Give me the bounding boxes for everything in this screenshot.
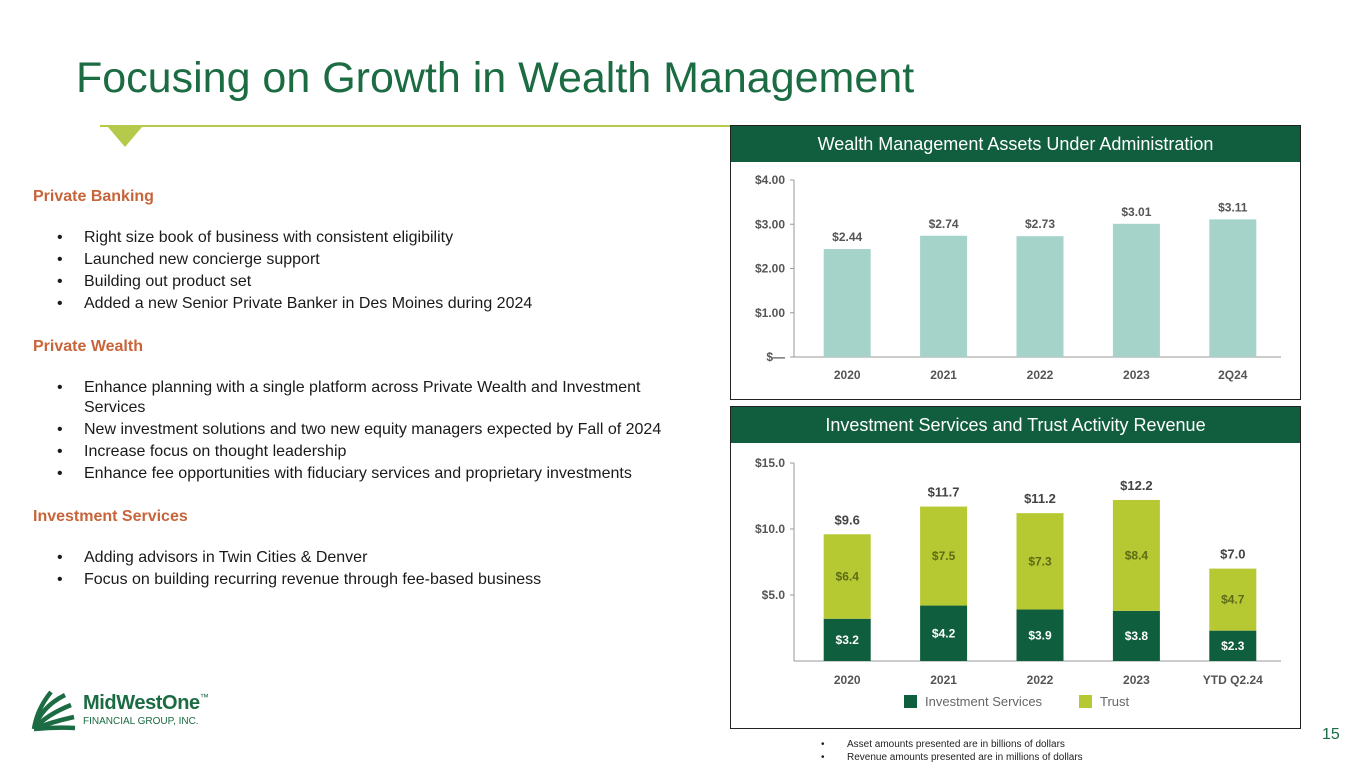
bullet-list: Enhance planning with a single platform … (33, 378, 673, 484)
bullet-item: Launched new concierge support (33, 250, 673, 270)
bar-investment-services (1016, 609, 1064, 661)
section-private-wealth: Private Wealth Enhance planning with a s… (33, 337, 673, 484)
triangle-marker-icon (108, 127, 142, 147)
x-tick-label: 2021 (930, 368, 957, 382)
data-label-total: $7.0 (1220, 547, 1245, 562)
bar-trust (920, 506, 968, 606)
y-tick-label: $— (766, 350, 785, 364)
x-tick-label: 2021 (930, 673, 957, 687)
company-logo: MidWestOne™ FINANCIAL GROUP, INC. (31, 689, 231, 739)
bar (1112, 223, 1160, 357)
bullet-item: Adding advisors in Twin Cities & Denver (33, 548, 673, 568)
data-label-total: $12.2 (1120, 478, 1153, 493)
y-tick-label: $4.00 (755, 173, 785, 187)
section-private-banking: Private Banking Right size book of busin… (33, 187, 673, 314)
y-tick-label: $5.0 (762, 588, 786, 602)
revenue-chart-panel: Investment Services and Trust Activity R… (730, 406, 1301, 729)
section-investment-services: Investment Services Adding advisors in T… (33, 507, 673, 590)
page-number: 15 (1322, 726, 1340, 743)
y-tick-label: $15.0 (755, 456, 785, 470)
data-label-investment-services: $2.3 (1221, 639, 1245, 653)
x-tick-label: 2023 (1123, 368, 1150, 382)
data-label: $3.01 (1121, 205, 1151, 219)
section-heading: Investment Services (33, 508, 188, 525)
bullet-item: Enhance planning with a single platform … (33, 378, 673, 418)
data-label: $2.73 (1025, 217, 1055, 231)
x-tick-label: 2020 (834, 673, 861, 687)
section-heading: Private Banking (33, 188, 154, 205)
bullet-item: Enhance fee opportunities with fiduciary… (33, 464, 673, 484)
bullet-item: Increase focus on thought leadership (33, 442, 673, 462)
y-tick-label: $10.0 (755, 522, 785, 536)
bullet-item: Added a new Senior Private Banker in Des… (33, 294, 673, 314)
bar-investment-services (823, 618, 871, 661)
legend-label-trust: Trust (1100, 694, 1130, 709)
footnote: Revenue amounts presented are in million… (820, 751, 1083, 764)
x-tick-label: YTD Q2.24 (1203, 673, 1263, 687)
strategy-text: Private Banking Right size book of busin… (33, 187, 673, 613)
logo-mark-icon (31, 690, 76, 732)
bar (920, 235, 968, 357)
aua-bar-chart: $— $1.00 $2.00 $3.00 $4.00 $2.44 2020 $2.74 2021… (755, 173, 1281, 382)
bullet-list: Right size book of business with consist… (33, 228, 673, 314)
page-title: Focusing on Growth in Wealth Management (76, 54, 915, 102)
x-tick-label: 2020 (834, 368, 861, 382)
bar (1016, 236, 1064, 357)
legend-swatch-investment-services (904, 695, 917, 708)
logo-subtitle: FINANCIAL GROUP, INC. (83, 716, 199, 727)
logo-trademark: ™ (199, 692, 209, 702)
bullet-item: Right size book of business with consist… (33, 228, 673, 248)
bar-trust (1112, 499, 1160, 611)
data-label-trust: $6.4 (836, 570, 860, 584)
data-label: $2.74 (929, 217, 959, 231)
bar (1209, 219, 1257, 357)
x-tick-label: 2023 (1123, 673, 1150, 687)
footnote: Asset amounts presented are in billions … (820, 738, 1083, 751)
bar-investment-services (920, 605, 968, 661)
y-tick-label: $1.00 (755, 306, 785, 320)
x-tick-label: 2022 (1027, 368, 1054, 382)
data-label-trust: $4.7 (1221, 593, 1245, 607)
logo-name: MidWestOne (83, 692, 200, 714)
y-tick-label: $3.00 (755, 217, 785, 231)
bullet-item: Focus on building recurring revenue thro… (33, 570, 673, 590)
data-label-investment-services: $3.9 (1028, 628, 1052, 642)
data-label-investment-services: $3.8 (1125, 629, 1149, 643)
bar-investment-services (1209, 630, 1257, 661)
data-label-trust: $7.5 (932, 549, 956, 563)
data-label: $2.44 (832, 230, 862, 244)
aua-chart-panel: Wealth Management Assets Under Administr… (730, 125, 1301, 400)
data-label-trust: $7.3 (1028, 554, 1052, 568)
bar-trust (1016, 513, 1064, 610)
data-label-investment-services: $3.2 (836, 633, 860, 647)
bar-trust (1209, 568, 1257, 631)
x-tick-label: 2Q24 (1218, 368, 1248, 382)
bar-investment-services (1112, 610, 1160, 661)
bar-trust (823, 534, 871, 619)
x-tick-label: 2022 (1027, 673, 1054, 687)
legend-label-investment-services: Investment Services (925, 694, 1043, 709)
bar (823, 249, 871, 357)
data-label-investment-services: $4.2 (932, 626, 956, 640)
data-label-trust: $8.4 (1125, 548, 1149, 562)
revenue-stacked-bar-chart: $5.0 $10.0 $15.0 $3.2 $6.4 $9.6 2020 $4.2 $7.5 $1… (755, 456, 1281, 709)
chart-title: Wealth Management Assets Under Administr… (731, 126, 1300, 162)
bullet-item: New investment solutions and two new equ… (33, 420, 673, 440)
data-label: $3.11 (1218, 200, 1248, 214)
y-tick-label: $2.00 (755, 262, 785, 276)
data-label-total: $11.7 (928, 485, 960, 500)
footnotes: Asset amounts presented are in billions … (820, 738, 1083, 764)
data-label-total: $9.6 (835, 512, 860, 527)
bullet-item: Building out product set (33, 272, 673, 292)
chart-title: Investment Services and Trust Activity R… (731, 407, 1300, 443)
title-rule (100, 125, 732, 127)
bullet-list: Adding advisors in Twin Cities & Denver … (33, 548, 673, 590)
legend-swatch-trust (1079, 695, 1092, 708)
data-label-total: $11.2 (1024, 491, 1056, 506)
section-heading: Private Wealth (33, 338, 143, 355)
